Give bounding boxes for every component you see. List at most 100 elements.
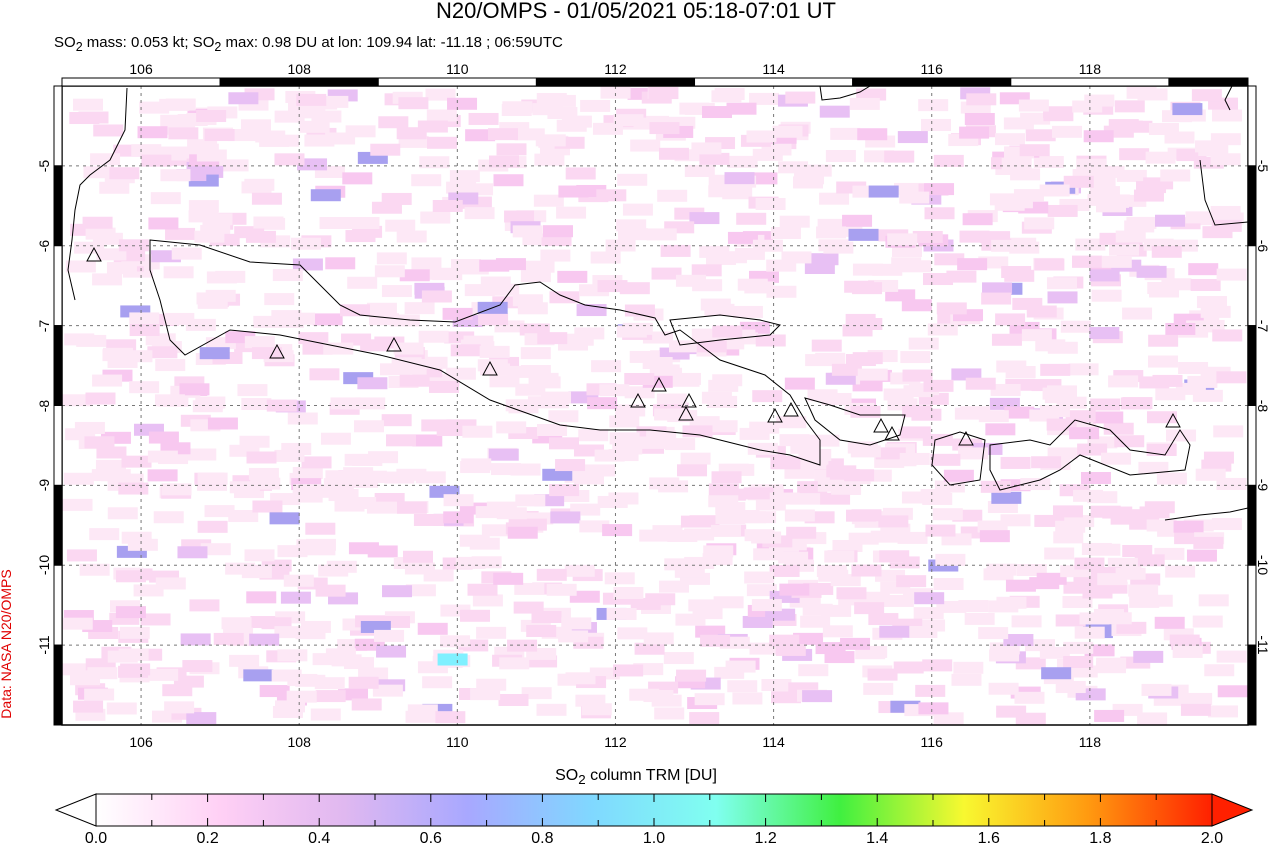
so2-pixel xyxy=(277,545,308,558)
so2-pixel xyxy=(91,469,122,482)
so2-pixel xyxy=(1188,263,1219,276)
so2-pixel xyxy=(897,531,928,544)
so2-pixel xyxy=(883,388,914,401)
so2-pixel xyxy=(784,466,815,479)
so2-pixel xyxy=(1046,277,1077,290)
so2-pixel xyxy=(399,374,430,387)
so2-pixel xyxy=(913,607,944,620)
so2-pixel xyxy=(1178,362,1209,375)
so2-pixel xyxy=(885,289,916,302)
colorbar xyxy=(54,793,1254,827)
so2-pixel xyxy=(726,102,757,115)
so2-pixel xyxy=(645,593,676,606)
so2-pixel xyxy=(932,508,963,521)
so2-pixel xyxy=(407,704,438,717)
so2-pixel xyxy=(148,668,179,681)
so2-pixel xyxy=(1075,238,1106,251)
so2-max-pixel xyxy=(437,653,468,666)
so2-pixel xyxy=(852,263,883,276)
border-bar xyxy=(53,245,63,327)
so2-pixel xyxy=(689,416,720,429)
so2-pixel xyxy=(988,682,1019,695)
so2-pixel xyxy=(775,643,806,656)
so2-pixel xyxy=(1090,543,1121,556)
so2-pixel xyxy=(624,386,655,399)
so2-pixel xyxy=(493,174,524,187)
so2-pixel xyxy=(1005,579,1036,592)
so2-pixel xyxy=(922,659,953,672)
so2-pixel xyxy=(934,480,965,493)
so2-pixel xyxy=(347,276,378,289)
sumba-coastline xyxy=(1164,507,1249,521)
so2-pixel xyxy=(815,352,846,365)
lon-tick-label-bottom: 112 xyxy=(604,734,627,750)
so2-pixel xyxy=(682,425,713,438)
so2-pixel xyxy=(1115,230,1146,243)
triangle-icon xyxy=(269,343,285,359)
subscript: 2 xyxy=(214,40,222,54)
so2-pixel xyxy=(708,185,739,198)
so2-pixel xyxy=(488,155,519,168)
so2-pixel xyxy=(274,153,305,166)
so2-pixel xyxy=(840,637,871,650)
border-bar xyxy=(1010,77,1170,87)
so2-pixel xyxy=(1000,514,1031,527)
so2-pixel xyxy=(421,419,452,432)
so2-pixel xyxy=(153,511,184,524)
so2-pixel xyxy=(1108,375,1139,388)
so2-pixel xyxy=(1063,641,1094,654)
so2-pixel xyxy=(982,282,1013,295)
so2-pixel xyxy=(957,258,988,271)
subtitle-text: SO xyxy=(54,34,76,51)
so2-pixel xyxy=(476,678,507,691)
so2-pixel xyxy=(1002,196,1033,209)
so2-pixel xyxy=(724,172,755,185)
so2-pixel xyxy=(1039,646,1070,659)
so2-pixel xyxy=(246,451,277,464)
so2-pixel xyxy=(793,632,824,645)
so2-pixel xyxy=(368,313,399,326)
so2-pixel xyxy=(84,688,115,701)
so2-pixel xyxy=(1207,705,1238,718)
so2-pixel xyxy=(1090,398,1121,411)
so2-pixel xyxy=(565,167,596,180)
so2-pixel xyxy=(480,276,511,289)
so2-pixel xyxy=(272,269,303,282)
so2-pixel xyxy=(196,110,227,123)
so2-pixel xyxy=(131,144,162,157)
map-border-ticks xyxy=(53,77,1257,726)
so2-pixel xyxy=(1169,634,1200,647)
so2-pixel xyxy=(549,437,580,450)
so2-pixel xyxy=(293,484,324,497)
so2-pixel xyxy=(1011,615,1042,628)
so2-pixel xyxy=(766,259,797,272)
so2-pixel xyxy=(83,166,114,179)
so2-pixel xyxy=(836,587,867,600)
so2-pixel xyxy=(819,105,850,118)
so2-pixel xyxy=(160,114,191,127)
so2-pixel xyxy=(465,129,496,142)
so2-pixel xyxy=(711,90,742,103)
so2-pixel xyxy=(1091,289,1122,302)
so2-pixel xyxy=(376,645,407,658)
so2-pixel xyxy=(118,665,149,678)
so2-pixel xyxy=(981,292,1012,305)
so2-pixel xyxy=(868,613,899,626)
so2-pixel xyxy=(241,397,272,410)
so2-pixel xyxy=(848,532,879,545)
so2-pixel xyxy=(629,350,660,363)
so2-pixel xyxy=(290,237,321,250)
so2-pixel xyxy=(197,520,228,533)
colorbar-label: 0.4 xyxy=(308,830,331,847)
colorbar-label: 0.8 xyxy=(531,830,554,847)
so2-pixel xyxy=(381,285,412,298)
so2-pixel xyxy=(1212,109,1243,122)
so2-pixel xyxy=(965,377,996,390)
so2-pixel xyxy=(1114,435,1145,448)
so2-pixel xyxy=(349,216,380,229)
border-bar xyxy=(53,165,63,247)
so2-pixel xyxy=(488,448,519,461)
so2-pixel xyxy=(277,649,308,662)
so2-pixel xyxy=(657,189,688,202)
so2-pixel xyxy=(188,200,219,213)
